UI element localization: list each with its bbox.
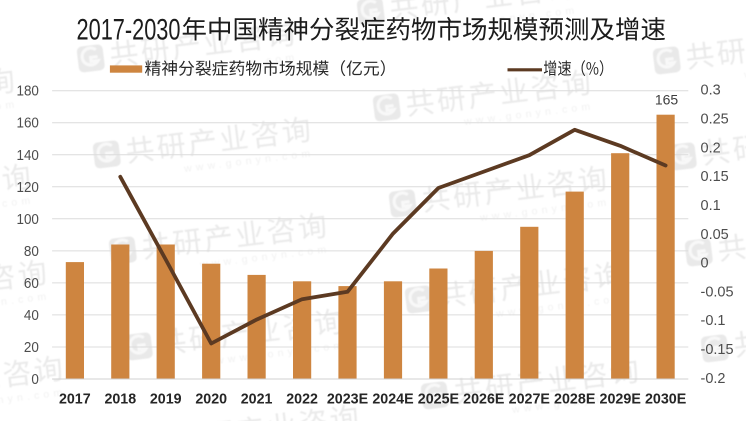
svg-text:2029E: 2029E <box>600 391 641 408</box>
svg-text:2022: 2022 <box>286 391 318 408</box>
svg-text:-0.1: -0.1 <box>701 313 726 329</box>
svg-text:-0.2: -0.2 <box>701 371 726 387</box>
svg-text:120: 120 <box>17 180 39 196</box>
svg-text:160: 160 <box>17 116 39 132</box>
svg-text:2023E: 2023E <box>327 391 368 408</box>
svg-text:2027E: 2027E <box>509 391 550 408</box>
svg-text:100: 100 <box>17 212 39 228</box>
svg-text:2019: 2019 <box>150 391 182 408</box>
svg-text:0.15: 0.15 <box>701 169 729 185</box>
svg-text:2017: 2017 <box>59 391 91 408</box>
svg-text:20: 20 <box>24 340 39 356</box>
svg-text:0.1: 0.1 <box>701 198 721 214</box>
svg-text:165: 165 <box>655 92 679 108</box>
svg-text:0.2: 0.2 <box>701 140 721 156</box>
svg-text:180: 180 <box>17 84 39 100</box>
svg-text:-0.05: -0.05 <box>701 284 734 300</box>
svg-text:2026E: 2026E <box>463 391 504 408</box>
svg-text:-0.15: -0.15 <box>701 342 734 358</box>
svg-text:60: 60 <box>24 276 39 292</box>
svg-text:140: 140 <box>17 148 39 164</box>
svg-text:0: 0 <box>701 256 709 272</box>
svg-text:2020: 2020 <box>195 391 227 408</box>
svg-text:0.05: 0.05 <box>701 227 729 243</box>
svg-text:0.3: 0.3 <box>701 83 721 99</box>
svg-text:2018: 2018 <box>104 391 136 408</box>
svg-text:2030E: 2030E <box>645 391 686 408</box>
svg-text:2024E: 2024E <box>372 391 413 408</box>
svg-text:2017-2030: 2017-2030 <box>77 14 181 47</box>
svg-text:0: 0 <box>31 372 39 388</box>
svg-text:2021: 2021 <box>241 391 273 408</box>
svg-text:0.25: 0.25 <box>701 111 729 127</box>
svg-text:40: 40 <box>24 308 39 324</box>
svg-text:2028E: 2028E <box>554 391 595 408</box>
svg-text:80: 80 <box>24 244 39 260</box>
svg-text:2025E: 2025E <box>418 391 459 408</box>
